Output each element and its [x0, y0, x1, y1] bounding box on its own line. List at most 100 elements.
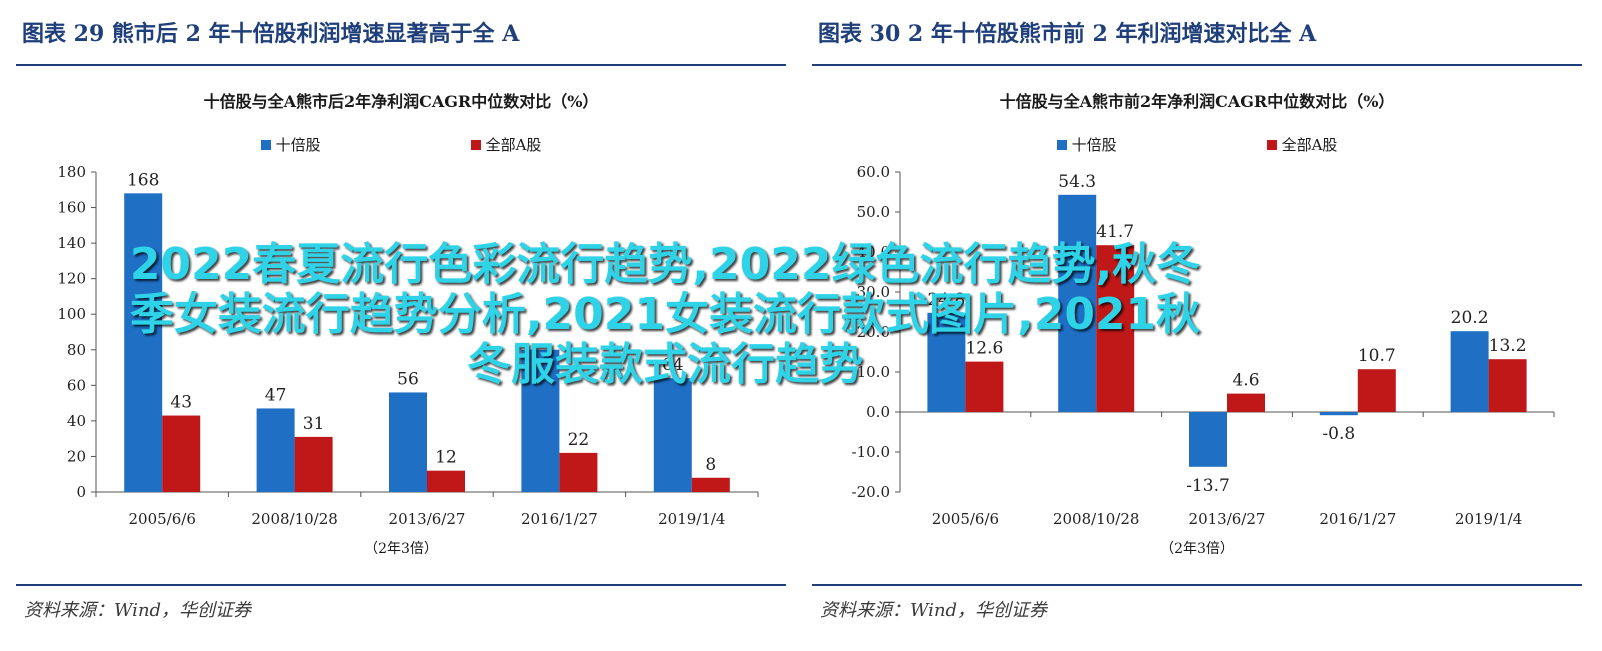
- x-category-label: 2013/6/27: [389, 510, 466, 528]
- top-rule: [16, 64, 786, 66]
- legend-label: 十倍股: [275, 136, 321, 154]
- data-label: 13.2: [1489, 336, 1527, 356]
- y-tick-label: 40: [67, 412, 86, 430]
- data-label: 41.7: [1096, 222, 1134, 242]
- legend-swatch-series-b: [1266, 139, 1277, 150]
- legend-swatch-series-a: [1056, 139, 1067, 150]
- data-label: 43: [170, 393, 192, 413]
- y-tick-label: 180: [57, 163, 86, 181]
- legend-item-series-a: 十倍股: [260, 134, 321, 155]
- bar: [559, 452, 598, 492]
- bar: [389, 392, 427, 492]
- legend-swatch-series-a: [260, 139, 271, 150]
- data-label: 56: [397, 369, 419, 389]
- data-label: 10.7: [1358, 346, 1396, 366]
- watermark-overlay-text: 2022春夏流行色彩流行趋势,2022绿色流行趋势,秋冬 季女装流行趋势分析,2…: [0, 240, 1330, 390]
- y-tick-label: 0.0: [866, 403, 890, 421]
- bar-chart-plot: -20.0 -10.0 0.0 10.0 20.0 30.0 40.0 50.0 60.0 24.…: [852, 163, 1555, 528]
- data-label: 20.2: [1451, 308, 1489, 328]
- data-label: 12: [435, 448, 457, 468]
- overlay-line: 冬服装款式流行趋势: [467, 339, 863, 390]
- bar: [1189, 412, 1227, 467]
- y-tick-label: 20.0: [857, 323, 890, 341]
- y-tick-label: 40.0: [857, 243, 890, 261]
- x-category-label: 2016/1/27: [1319, 510, 1396, 528]
- bar: [653, 378, 692, 492]
- y-tick-label: 100: [57, 305, 86, 323]
- chart-footnote: （2年3倍）: [364, 541, 438, 557]
- x-category-label: 2008/10/28: [1053, 510, 1139, 528]
- data-label: 22: [568, 430, 590, 450]
- bar: [927, 312, 966, 412]
- chart-footnote: （2年3倍）: [1160, 541, 1234, 557]
- bar: [1357, 369, 1396, 412]
- source-note: 资料来源：Wind，华创证券: [24, 600, 252, 621]
- bar: [1227, 393, 1265, 412]
- legend-item-series-b: 全部A股: [1266, 134, 1338, 155]
- figure-title: 图表 29 熊市后 2 年十倍股利润增速显著高于全 A: [22, 21, 520, 47]
- data-label: 168: [127, 170, 159, 190]
- bar: [294, 436, 333, 492]
- legend-label: 全部A股: [485, 136, 542, 154]
- bar: [256, 408, 295, 492]
- bar-chart-plot: 0 20 40 60 80 100 120 140 160 180 168 47 56 64 43 31 12 2…: [57, 163, 759, 528]
- y-tick-label: 60.0: [857, 163, 890, 181]
- data-label: 54.3: [1058, 172, 1096, 192]
- overlay-line: 季女装流行趋势分析,2021女装流行款式图片,2021秋: [129, 289, 1201, 340]
- bar: [1450, 331, 1489, 412]
- y-tick-label: 0: [76, 483, 86, 501]
- x-category-label: 2016/1/27: [521, 510, 598, 528]
- y-tick-label: -20.0: [852, 483, 890, 501]
- y-tick-label: 50.0: [857, 203, 890, 221]
- overlay-line: 2022春夏流行色彩流行趋势,2022绿色流行趋势,秋冬: [129, 239, 1201, 290]
- y-tick-label: 60: [67, 376, 86, 394]
- data-label: 31: [303, 414, 325, 434]
- data-label: 24.8: [927, 290, 965, 310]
- legend-label: 十倍股: [1071, 136, 1117, 154]
- bar: [1319, 412, 1358, 416]
- y-tick-label: 120: [57, 270, 86, 288]
- legend-item-series-b: 全部A股: [470, 134, 542, 155]
- top-rule: [812, 64, 1582, 66]
- figure-29-panel: 图表 29 熊市后 2 年十倍股利润增速显著高于全 A 十倍股与全A熊市后2年净…: [16, 0, 786, 651]
- figure-title: 图表 30 2 年十倍股熊市前 2 年利润增速对比全 A: [818, 21, 1317, 47]
- data-label: -0.8: [1322, 424, 1355, 444]
- data-label: -13.7: [1186, 476, 1230, 496]
- x-category-label: 2019/1/4: [658, 510, 725, 528]
- chart-title: 十倍股与全A熊市后2年净利润CAGR中位数对比（%）: [203, 92, 599, 111]
- bottom-rule: [16, 584, 786, 586]
- legend: 十倍股 全部A股: [812, 134, 1582, 155]
- bar: [427, 470, 465, 492]
- legend-swatch-series-b: [470, 139, 481, 150]
- data-label: 47: [265, 385, 287, 405]
- chart-title: 十倍股与全A熊市前2年净利润CAGR中位数对比（%）: [999, 92, 1395, 111]
- legend-label: 全部A股: [1281, 136, 1338, 154]
- bar: [124, 193, 163, 493]
- data-label: 64: [662, 355, 684, 375]
- y-tick-label: 10.0: [857, 363, 890, 381]
- y-tick-label: 160: [57, 199, 86, 217]
- y-tick-label: 80: [67, 341, 86, 359]
- bar: [1096, 245, 1135, 412]
- y-tick-label: 140: [57, 234, 86, 252]
- x-category-label: 2013/6/27: [1189, 510, 1266, 528]
- y-tick-label: -10.0: [852, 443, 890, 461]
- bar: [1488, 359, 1527, 412]
- y-tick-label: 20: [67, 447, 86, 465]
- data-label: 4.6: [1232, 371, 1259, 391]
- bar: [521, 349, 560, 492]
- bar: [1058, 194, 1097, 412]
- bottom-rule: [812, 584, 1582, 586]
- y-tick-label: 30.0: [857, 283, 890, 301]
- bar: [965, 361, 1004, 412]
- legend: 十倍股 全部A股: [16, 134, 786, 155]
- x-category-label: 2005/6/6: [932, 510, 999, 528]
- data-label: 8: [705, 455, 716, 475]
- source-note: 资料来源：Wind，华创证券: [820, 600, 1048, 621]
- x-category-label: 2019/1/4: [1455, 510, 1522, 528]
- data-label: 12.6: [965, 339, 1003, 359]
- x-category-label: 2008/10/28: [251, 510, 337, 528]
- legend-item-series-a: 十倍股: [1056, 134, 1117, 155]
- bar: [162, 415, 201, 492]
- figure-30-panel: 图表 30 2 年十倍股熊市前 2 年利润增速对比全 A 十倍股与全A熊市前2年…: [812, 0, 1582, 651]
